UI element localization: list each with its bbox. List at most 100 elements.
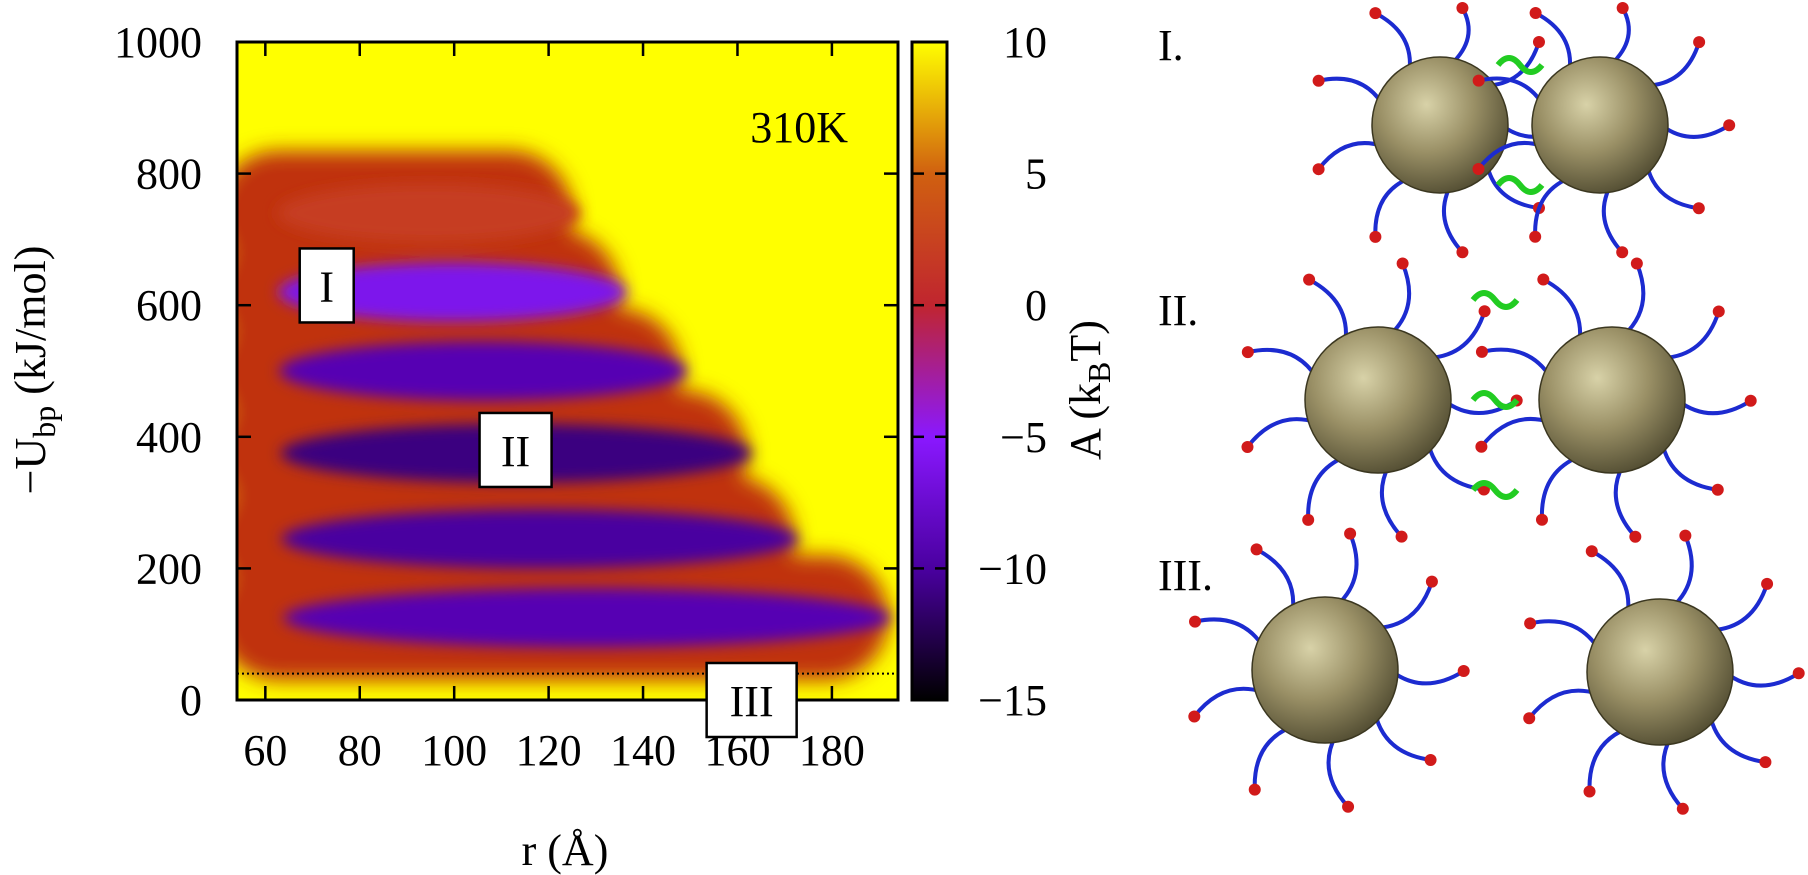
dna-end	[1723, 119, 1736, 132]
dna-strand	[1529, 619, 1601, 651]
dna-strand	[1252, 724, 1293, 790]
dna-strand	[1527, 688, 1599, 720]
colorbar-ticks	[912, 40, 947, 702]
dna-end	[1472, 74, 1485, 87]
dna-strand	[1590, 549, 1631, 616]
dna-end	[1629, 530, 1642, 543]
x-tick-labels: 60 80 100 120 140 160 180	[243, 726, 865, 775]
dna-strand	[1442, 184, 1464, 254]
gold-sphere	[1251, 596, 1399, 744]
gold-sphere	[1304, 326, 1452, 474]
y-tick-labels: 0 200 400 600 800 1000	[114, 18, 202, 725]
dna-end	[1369, 7, 1382, 20]
dna-end	[1456, 2, 1469, 14]
dna-strand	[1659, 123, 1731, 139]
dna-end	[1472, 162, 1485, 175]
dna-strand	[1388, 262, 1412, 337]
band-well-1	[281, 509, 799, 569]
dna-end	[1188, 710, 1201, 723]
dna-end	[1532, 35, 1545, 48]
dna-end	[1475, 345, 1488, 358]
dna-strand	[1373, 176, 1411, 237]
hybridized-linker	[1470, 290, 1520, 310]
colorbar-tick-label: 5	[1025, 150, 1047, 199]
dna-strand	[1308, 277, 1348, 344]
colorbar-gradient	[910, 40, 949, 702]
axis-ticks	[237, 40, 898, 702]
dna-end	[1585, 545, 1598, 558]
dna-end	[1303, 273, 1316, 286]
dna-strand	[1335, 532, 1359, 607]
dna-end	[1679, 529, 1692, 542]
x-axis-label: r (Å)	[522, 826, 609, 875]
dna-strand	[1710, 583, 1769, 633]
dna-end	[1535, 513, 1548, 526]
dna-end	[1457, 665, 1470, 678]
dna-end	[1616, 246, 1629, 259]
dna-strand	[1644, 163, 1700, 211]
dna-strand	[1306, 454, 1346, 520]
dna-strand	[1255, 547, 1296, 614]
dna-end	[1425, 575, 1438, 588]
dna-strand	[1479, 417, 1551, 448]
dna-end	[1312, 74, 1325, 87]
y-tick-label: 0	[180, 676, 202, 725]
dna-strand	[1609, 7, 1631, 67]
svg-text:I: I	[319, 262, 334, 311]
y-tick-label: 600	[136, 281, 202, 330]
dna-end	[1248, 783, 1261, 796]
dna-strand	[1676, 398, 1752, 416]
dna-strand	[1662, 310, 1721, 361]
dna-strand	[1646, 41, 1702, 88]
hybridized-linker	[1495, 55, 1545, 75]
dna-strand	[1660, 442, 1719, 492]
dna-strand	[1539, 454, 1580, 520]
nanoparticle	[1472, 2, 1736, 259]
gold-sphere	[1371, 56, 1509, 194]
nanoparticle	[1523, 529, 1805, 815]
hybridized-linker	[1470, 480, 1520, 500]
dna-end	[1616, 2, 1629, 14]
dna-strand	[1622, 262, 1646, 337]
dna-end	[1712, 305, 1725, 318]
svg-text:II: II	[501, 427, 530, 476]
band-well-4	[278, 262, 628, 322]
dna-strand	[1379, 463, 1404, 539]
dna-end	[1529, 230, 1542, 243]
dna-end	[1692, 202, 1705, 215]
y-tick-label: 1000	[114, 18, 202, 67]
dna-strand	[1326, 733, 1350, 809]
dna-strand	[1601, 184, 1624, 254]
snapshot-panels: I. II. III.	[1158, 2, 1805, 815]
band-well-3	[279, 341, 688, 401]
dna-end	[1529, 6, 1542, 19]
panel-label-III: III.	[1158, 551, 1213, 600]
x-tick-label: 80	[338, 726, 382, 775]
dna-strand	[1481, 347, 1553, 379]
x-tick-label: 100	[421, 726, 487, 775]
dna-end	[1312, 163, 1325, 176]
colorbar-tick-label: 10	[1003, 18, 1047, 67]
hybridized-linker	[1470, 390, 1520, 410]
colorbar-tick-label: −5	[1000, 413, 1047, 462]
dna-strand	[1375, 581, 1434, 631]
colorbar-tick-label: −15	[978, 676, 1047, 725]
region-label-III: III	[705, 661, 798, 739]
dna-strand	[1449, 7, 1471, 67]
colorbar-tick-labels: 10 5 0 −5 −10 −15	[978, 18, 1047, 725]
dna-strand	[1374, 11, 1412, 73]
dna-end	[1693, 36, 1706, 49]
y-tick-label: 800	[136, 150, 202, 199]
panel-label-II: II.	[1158, 286, 1198, 335]
dna-strand	[1317, 141, 1384, 171]
x-tick-label: 180	[799, 726, 865, 775]
band-well-0	[283, 588, 891, 648]
dna-strand	[1192, 686, 1264, 718]
colorbar-tick-label: −10	[978, 544, 1047, 593]
dna-strand	[1318, 76, 1385, 106]
dna-strand	[1247, 347, 1319, 379]
dna-end	[1342, 800, 1355, 813]
dna-end	[1478, 305, 1491, 318]
